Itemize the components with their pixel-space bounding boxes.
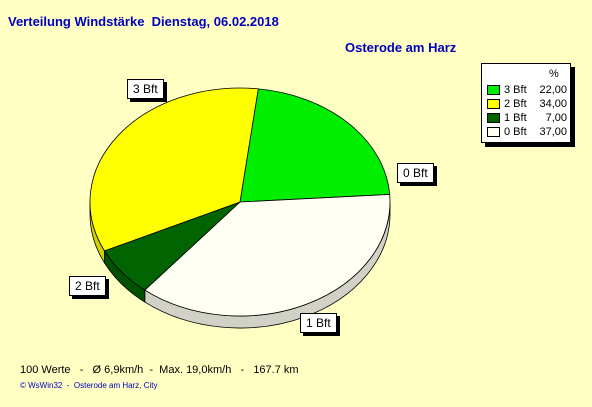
- pie-slice-0-bft: [144, 194, 391, 317]
- legend-swatch: [487, 85, 500, 95]
- legend-item-0-bft: 0 Bft 37,00: [487, 126, 571, 138]
- pie-slice-2-bft: [89, 87, 259, 252]
- legend-swatch: [487, 113, 500, 123]
- legend-unit-header: %: [549, 68, 559, 80]
- legend-value: 37,00: [539, 126, 567, 138]
- legend-label: 1 Bft: [504, 112, 527, 124]
- legend-value: 34,00: [539, 98, 567, 110]
- legend-item-3-bft: 3 Bft 22,00: [487, 84, 571, 96]
- pie-slice-3-bft: [239, 88, 391, 203]
- slice-label-1-bft: 1 Bft: [300, 313, 337, 333]
- slice-label-3-bft: 3 Bft: [127, 79, 164, 99]
- slice-label-0-bft: 0 Bft: [397, 163, 434, 183]
- legend-label: 2 Bft: [504, 98, 527, 110]
- legend-value: 22,00: [539, 84, 567, 96]
- legend-label: 0 Bft: [504, 126, 527, 138]
- chart-title: Verteilung Windstärke Dienstag, 06.02.20…: [8, 14, 279, 29]
- legend-swatch: [487, 127, 500, 137]
- legend-item-1-bft: 1 Bft 7,00: [487, 112, 571, 124]
- slice-label-2-bft: 2 Bft: [69, 276, 106, 296]
- credit-line: © WsWin32 - Osterode am Harz, City: [20, 381, 158, 390]
- location-label: Osterode am Harz: [345, 40, 457, 55]
- legend-value: 7,00: [545, 112, 567, 124]
- legend-label: 3 Bft: [504, 84, 527, 96]
- legend: % 3 Bft 22,00 2 Bft 34,00 1 Bft 7,00 0 B…: [481, 63, 571, 143]
- summary-stats: 100 Werte - Ø 6,9km/h - Max. 19,0km/h - …: [20, 364, 299, 376]
- legend-item-2-bft: 2 Bft 34,00: [487, 98, 571, 110]
- legend-swatch: [487, 99, 500, 109]
